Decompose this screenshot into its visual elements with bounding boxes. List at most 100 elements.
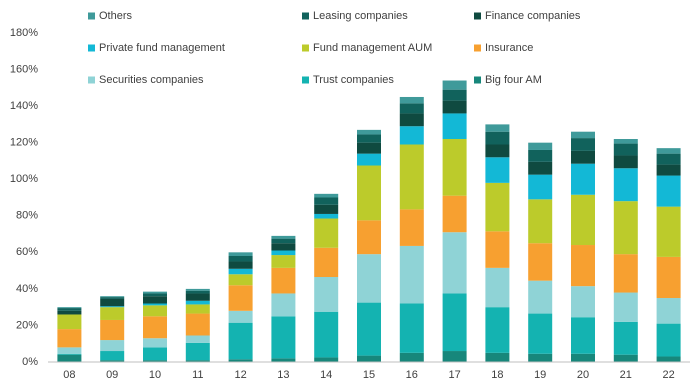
bar-segment bbox=[528, 199, 553, 244]
y-tick-label: 160% bbox=[10, 63, 38, 75]
bar-segment bbox=[228, 255, 253, 262]
bar-segment bbox=[314, 193, 339, 198]
x-tick-label: 12 bbox=[234, 369, 246, 381]
bar-segment bbox=[613, 168, 638, 202]
y-tick-label: 20% bbox=[16, 319, 38, 331]
bar-segment bbox=[228, 285, 253, 311]
bar-segment bbox=[571, 245, 595, 287]
y-tick-label: 180% bbox=[10, 27, 38, 39]
legend-label: Securities companies bbox=[99, 74, 204, 86]
y-tick-label: 0% bbox=[22, 356, 38, 368]
bar-segment bbox=[100, 360, 125, 362]
bar-segment bbox=[57, 347, 82, 354]
bar-segment bbox=[442, 232, 467, 294]
bar-segment bbox=[100, 319, 125, 341]
bar-segment bbox=[656, 164, 681, 176]
legend-label: Trust companies bbox=[313, 74, 394, 86]
bar-segment bbox=[399, 96, 424, 104]
bar-segment bbox=[613, 354, 638, 362]
y-tick-label: 120% bbox=[10, 137, 38, 149]
bar-segment bbox=[143, 291, 167, 294]
bar-segment bbox=[143, 303, 167, 306]
bar-segment bbox=[613, 139, 638, 144]
bar-segment bbox=[185, 300, 210, 305]
bar-segment bbox=[485, 231, 510, 268]
bar-segment bbox=[185, 335, 210, 343]
bar-segment bbox=[185, 293, 210, 301]
bar-segment bbox=[57, 310, 82, 315]
bar-segment bbox=[656, 256, 681, 299]
bar-segment bbox=[185, 290, 210, 294]
bar-segment bbox=[185, 360, 210, 362]
bar-segment bbox=[357, 129, 381, 135]
bar-segment bbox=[528, 353, 553, 362]
bar-segment bbox=[57, 307, 82, 309]
bar-segment bbox=[485, 182, 510, 232]
bar-segment bbox=[399, 144, 424, 210]
legend-label: Finance companies bbox=[485, 10, 581, 22]
bar-segment bbox=[143, 316, 167, 339]
bar-segment bbox=[143, 293, 167, 297]
bar-segment bbox=[399, 126, 424, 145]
bar-segment bbox=[357, 142, 381, 154]
bar-segment bbox=[100, 298, 125, 307]
x-tick-label: 14 bbox=[320, 369, 332, 381]
legend-label: Fund management AUM bbox=[313, 42, 432, 54]
legend-label: Leasing companies bbox=[313, 10, 408, 22]
bar-segment bbox=[314, 277, 339, 312]
bar-segment bbox=[613, 292, 638, 322]
bar-segment bbox=[485, 124, 510, 132]
legend-swatch bbox=[474, 44, 481, 52]
bar-segment bbox=[485, 157, 510, 183]
bar-segment bbox=[442, 80, 467, 90]
bar-segment bbox=[357, 302, 381, 356]
bar-segment bbox=[271, 293, 296, 317]
bar-segment bbox=[357, 355, 381, 362]
bar-segment bbox=[613, 201, 638, 255]
bar-segment bbox=[613, 143, 638, 156]
bar-segment bbox=[100, 340, 125, 352]
legend-label: Insurance bbox=[485, 42, 533, 54]
x-tick-label: 11 bbox=[192, 369, 203, 381]
bar-segment bbox=[656, 356, 681, 362]
bar-segment bbox=[314, 197, 339, 205]
bar-segment bbox=[656, 298, 681, 324]
bar-segment bbox=[143, 338, 167, 348]
legend-swatch bbox=[474, 76, 481, 84]
bar-segment bbox=[442, 100, 467, 114]
bar-segment bbox=[357, 153, 381, 166]
x-tick-label: 08 bbox=[63, 369, 75, 381]
bar-segment bbox=[314, 357, 339, 362]
x-tick-label: 19 bbox=[534, 369, 546, 381]
bar-segment bbox=[271, 235, 296, 239]
legend-label: Private fund management bbox=[99, 42, 225, 54]
x-tick-label: 17 bbox=[448, 369, 460, 381]
bar-segment bbox=[399, 352, 424, 362]
bar-segment bbox=[613, 254, 638, 293]
bar-segment bbox=[271, 238, 296, 244]
x-tick-label: 15 bbox=[363, 369, 375, 381]
bar-segment bbox=[100, 296, 125, 298]
bar-segment bbox=[228, 252, 253, 256]
x-tick-label: 20 bbox=[577, 369, 589, 381]
bar-segment bbox=[571, 138, 595, 151]
bar-segment bbox=[528, 142, 553, 150]
x-tick-label: 21 bbox=[620, 369, 632, 381]
bar-segment bbox=[528, 243, 553, 281]
bar-segment bbox=[571, 317, 595, 354]
bar-segment bbox=[656, 148, 681, 154]
bar-segment bbox=[656, 153, 681, 165]
bar-segment bbox=[528, 161, 553, 175]
bar-segment bbox=[571, 131, 595, 139]
bar-segment bbox=[143, 347, 167, 361]
bar-segment bbox=[528, 174, 553, 200]
bar-segment bbox=[571, 286, 595, 318]
x-tick-label: 10 bbox=[149, 369, 161, 381]
bar-segment bbox=[613, 321, 638, 355]
bar-segment bbox=[357, 165, 381, 221]
bar-segment bbox=[314, 311, 339, 358]
legend-swatch bbox=[302, 44, 309, 52]
x-tick-label: 09 bbox=[106, 369, 118, 381]
bar-segment bbox=[228, 359, 253, 362]
bar-segment bbox=[100, 306, 125, 308]
